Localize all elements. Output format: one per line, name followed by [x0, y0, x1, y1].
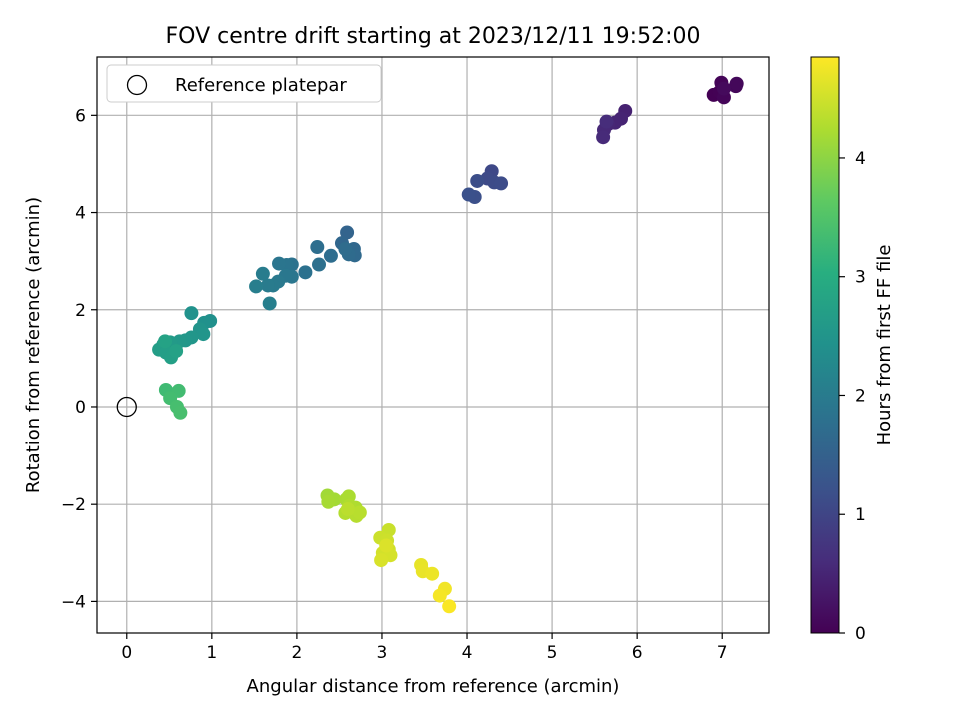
- chart-title: FOV centre drift starting at 2023/12/11 …: [166, 24, 701, 49]
- data-point: [599, 114, 614, 129]
- colorbar-tick-label: 4: [855, 149, 866, 169]
- data-point: [596, 130, 611, 145]
- data-point: [272, 256, 287, 271]
- x-axis-label: Angular distance from reference (arcmin): [247, 676, 620, 697]
- data-points: [152, 75, 744, 614]
- data-point: [262, 296, 277, 311]
- x-tick-label: 1: [206, 643, 217, 663]
- colorbar-label: Hours from first FF file: [874, 245, 895, 446]
- data-point: [298, 265, 313, 280]
- reference-marker: [116, 396, 137, 418]
- x-tick-label: 5: [547, 643, 558, 663]
- data-point: [312, 257, 327, 272]
- data-point: [461, 187, 476, 202]
- x-tick-label: 7: [717, 643, 728, 663]
- y-tick-label: 2: [75, 301, 86, 321]
- data-point: [425, 566, 440, 581]
- x-axis: 0 1 2 3 4 5 6 7: [121, 633, 728, 663]
- data-point: [352, 505, 367, 520]
- data-point: [169, 344, 184, 359]
- data-point: [442, 599, 457, 614]
- legend-label: Reference platepar: [175, 75, 347, 96]
- grid: [97, 57, 769, 633]
- x-tick-label: 0: [121, 643, 132, 663]
- y-tick-label: −4: [61, 592, 86, 612]
- data-point: [338, 242, 353, 256]
- data-point: [379, 538, 394, 553]
- legend-marker: [126, 74, 148, 96]
- data-point: [260, 278, 275, 293]
- plot-frame: [96, 56, 770, 634]
- data-point: [184, 306, 199, 321]
- x-tick-label: 6: [632, 643, 643, 663]
- data-point: [729, 76, 744, 91]
- data-point: [310, 240, 325, 255]
- data-point: [323, 248, 338, 263]
- x-tick-label: 3: [377, 643, 388, 663]
- data-point: [374, 553, 389, 568]
- data-point: [158, 334, 173, 349]
- y-axis-label: Rotation from reference (arcmin): [23, 197, 44, 493]
- y-tick-label: 0: [75, 398, 86, 418]
- reference-point: [116, 396, 137, 418]
- colorbar-tick-label: 2: [855, 386, 866, 406]
- y-axis: −4 −2 0 2 4 6: [61, 106, 97, 612]
- data-point: [173, 405, 188, 420]
- y-tick-label: −2: [61, 495, 86, 515]
- data-point: [340, 225, 355, 240]
- data-point: [432, 588, 447, 603]
- colorbar-tick-label: 3: [855, 268, 866, 288]
- x-tick-label: 4: [462, 643, 473, 663]
- data-point: [255, 266, 270, 281]
- y-tick-label: 4: [75, 204, 86, 224]
- colorbar-gradient: [810, 56, 840, 634]
- colorbar-ticks: 0 1 2 3 4: [839, 149, 866, 644]
- colorbar: 0 1 2 3 4 Hours from first FF file: [810, 56, 895, 644]
- colorbar-tick-label: 1: [855, 505, 866, 525]
- data-point: [249, 279, 264, 294]
- data-point: [470, 173, 485, 188]
- data-point: [321, 494, 336, 509]
- legend: Reference platepar: [106, 64, 382, 103]
- data-point: [196, 327, 211, 342]
- data-point: [716, 81, 731, 96]
- data-point: [340, 502, 355, 517]
- legend-box: [106, 64, 382, 103]
- data-point: [494, 176, 509, 191]
- x-tick-label: 2: [291, 643, 302, 663]
- y-tick-label: 6: [75, 106, 86, 126]
- colorbar-tick-label: 0: [855, 624, 866, 644]
